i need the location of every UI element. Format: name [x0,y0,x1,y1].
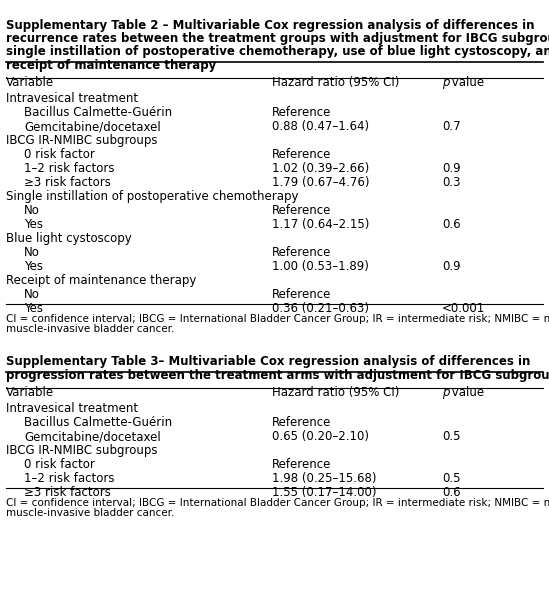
Text: Supplementary Table 3– Multivariable Cox regression analysis of differences in: Supplementary Table 3– Multivariable Cox… [6,356,530,369]
Text: Bacillus Calmette-Guérin: Bacillus Calmette-Guérin [24,106,172,119]
Text: 0.9: 0.9 [442,260,461,273]
Text: Reference: Reference [272,288,332,301]
Text: Reference: Reference [272,246,332,259]
Text: 1.02 (0.39–2.66): 1.02 (0.39–2.66) [272,162,369,175]
Text: p: p [442,386,450,399]
Text: 1–2 risk factors: 1–2 risk factors [24,162,115,175]
Text: 1.55 (0.17–14.00): 1.55 (0.17–14.00) [272,486,377,499]
Text: p: p [442,76,450,89]
Text: Intravesical treatment: Intravesical treatment [6,92,138,105]
Text: Hazard ratio (95% CI): Hazard ratio (95% CI) [272,386,399,399]
Text: single instillation of postoperative chemotherapy, use of blue light cystoscopy,: single instillation of postoperative che… [6,46,549,59]
Text: 0.65 (0.20–2.10): 0.65 (0.20–2.10) [272,430,369,443]
Text: 1.79 (0.67–4.76): 1.79 (0.67–4.76) [272,176,369,189]
Text: 0.9: 0.9 [442,162,461,175]
Text: 1–2 risk factors: 1–2 risk factors [24,472,115,485]
Text: ≥3 risk factors: ≥3 risk factors [24,486,111,499]
Text: ≥3 risk factors: ≥3 risk factors [24,176,111,189]
Text: 0.7: 0.7 [442,120,461,133]
Text: 1.98 (0.25–15.68): 1.98 (0.25–15.68) [272,472,377,485]
Text: 0.5: 0.5 [442,430,461,443]
Text: No: No [24,288,40,301]
Text: CI = confidence interval; IBCG = International Bladder Cancer Group; IR = interm: CI = confidence interval; IBCG = Interna… [6,314,549,324]
Text: CI = confidence interval; IBCG = International Bladder Cancer Group; IR = interm: CI = confidence interval; IBCG = Interna… [6,498,549,508]
Text: Reference: Reference [272,106,332,119]
Text: 0.6: 0.6 [442,218,461,231]
Text: IBCG IR-NMIBC subgroups: IBCG IR-NMIBC subgroups [6,134,158,147]
Text: 1.17 (0.64–2.15): 1.17 (0.64–2.15) [272,218,369,231]
Text: 0.6: 0.6 [442,486,461,499]
Text: receipt of maintenance therapy: receipt of maintenance therapy [6,59,216,72]
Text: value: value [449,76,485,89]
Text: Blue light cystoscopy: Blue light cystoscopy [6,232,132,245]
Text: 0 risk factor: 0 risk factor [24,458,95,471]
Text: <0.001: <0.001 [442,302,485,315]
Text: Reference: Reference [272,458,332,471]
Text: Variable: Variable [6,386,54,399]
Text: 0.88 (0.47–1.64): 0.88 (0.47–1.64) [272,120,369,133]
Text: Yes: Yes [24,302,43,315]
Text: muscle-invasive bladder cancer.: muscle-invasive bladder cancer. [6,324,175,334]
Text: muscle-invasive bladder cancer.: muscle-invasive bladder cancer. [6,508,175,518]
Text: No: No [24,246,40,259]
Text: Reference: Reference [272,148,332,161]
Text: Supplementary Table 2 – Multivariable Cox regression analysis of differences in: Supplementary Table 2 – Multivariable Co… [6,18,535,31]
Text: Intravesical treatment: Intravesical treatment [6,402,138,415]
Text: 1.00 (0.53–1.89): 1.00 (0.53–1.89) [272,260,369,273]
Text: Bacillus Calmette-Guérin: Bacillus Calmette-Guérin [24,416,172,429]
Text: 0.3: 0.3 [442,176,461,189]
Text: 0.36 (0.21–0.63): 0.36 (0.21–0.63) [272,302,369,315]
Text: 0 risk factor: 0 risk factor [24,148,95,161]
Text: Variable: Variable [6,76,54,89]
Text: value: value [449,386,485,399]
Text: Gemcitabine/docetaxel: Gemcitabine/docetaxel [24,430,161,443]
Text: Yes: Yes [24,260,43,273]
Text: recurrence rates between the treatment groups with adjustment for IBCG subgroups: recurrence rates between the treatment g… [6,32,549,45]
Text: No: No [24,204,40,217]
Text: Hazard ratio (95% CI): Hazard ratio (95% CI) [272,76,399,89]
Text: 0.5: 0.5 [442,472,461,485]
Text: Single instillation of postoperative chemotherapy: Single instillation of postoperative che… [6,190,299,203]
Text: Receipt of maintenance therapy: Receipt of maintenance therapy [6,274,197,287]
Text: Reference: Reference [272,416,332,429]
Text: IBCG IR-NMIBC subgroups: IBCG IR-NMIBC subgroups [6,444,158,457]
Text: Yes: Yes [24,218,43,231]
Text: Reference: Reference [272,204,332,217]
Text: Gemcitabine/docetaxel: Gemcitabine/docetaxel [24,120,161,133]
Text: progression rates between the treatment arms with adjustment for IBCG subgroups: progression rates between the treatment … [6,369,549,382]
